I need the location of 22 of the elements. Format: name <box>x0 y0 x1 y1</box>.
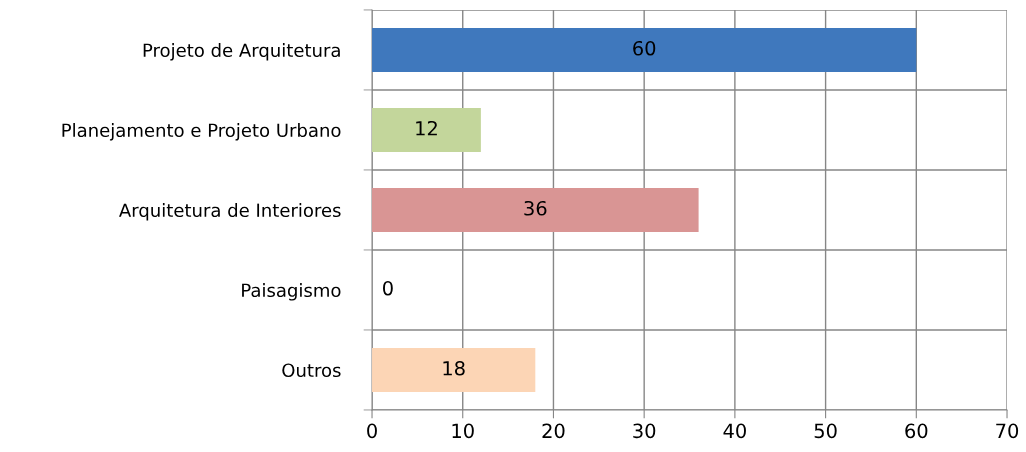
y-tick-label: Planejamento e Projeto Urbano <box>62 123 341 141</box>
data-label: 0 <box>383 280 393 296</box>
y-tick-label: Arquitetura de Interiores <box>119 203 341 221</box>
x-tick-label: 30 <box>633 423 656 439</box>
x-tick-label: 0 <box>367 423 377 439</box>
bar <box>372 187 699 232</box>
x-tick-label: 20 <box>542 423 565 439</box>
x-tick-label: 60 <box>905 423 928 439</box>
y-tick-label: Outros <box>282 363 341 378</box>
data-label: 12 <box>416 120 437 136</box>
data-label: 60 <box>633 40 656 56</box>
x-tick-label: 70 <box>996 423 1019 439</box>
bar <box>372 27 917 72</box>
data-label: 18 <box>443 360 465 376</box>
x-tick-label: 40 <box>723 423 746 439</box>
bar <box>372 347 536 392</box>
y-tick-label: Projeto de Arquitetura <box>143 43 340 61</box>
y-tick-label: Paisagismo <box>242 283 341 301</box>
bar <box>372 107 481 152</box>
x-tick-label: 50 <box>814 423 837 439</box>
data-label: 36 <box>524 200 547 216</box>
x-tick-label: 10 <box>452 423 474 439</box>
